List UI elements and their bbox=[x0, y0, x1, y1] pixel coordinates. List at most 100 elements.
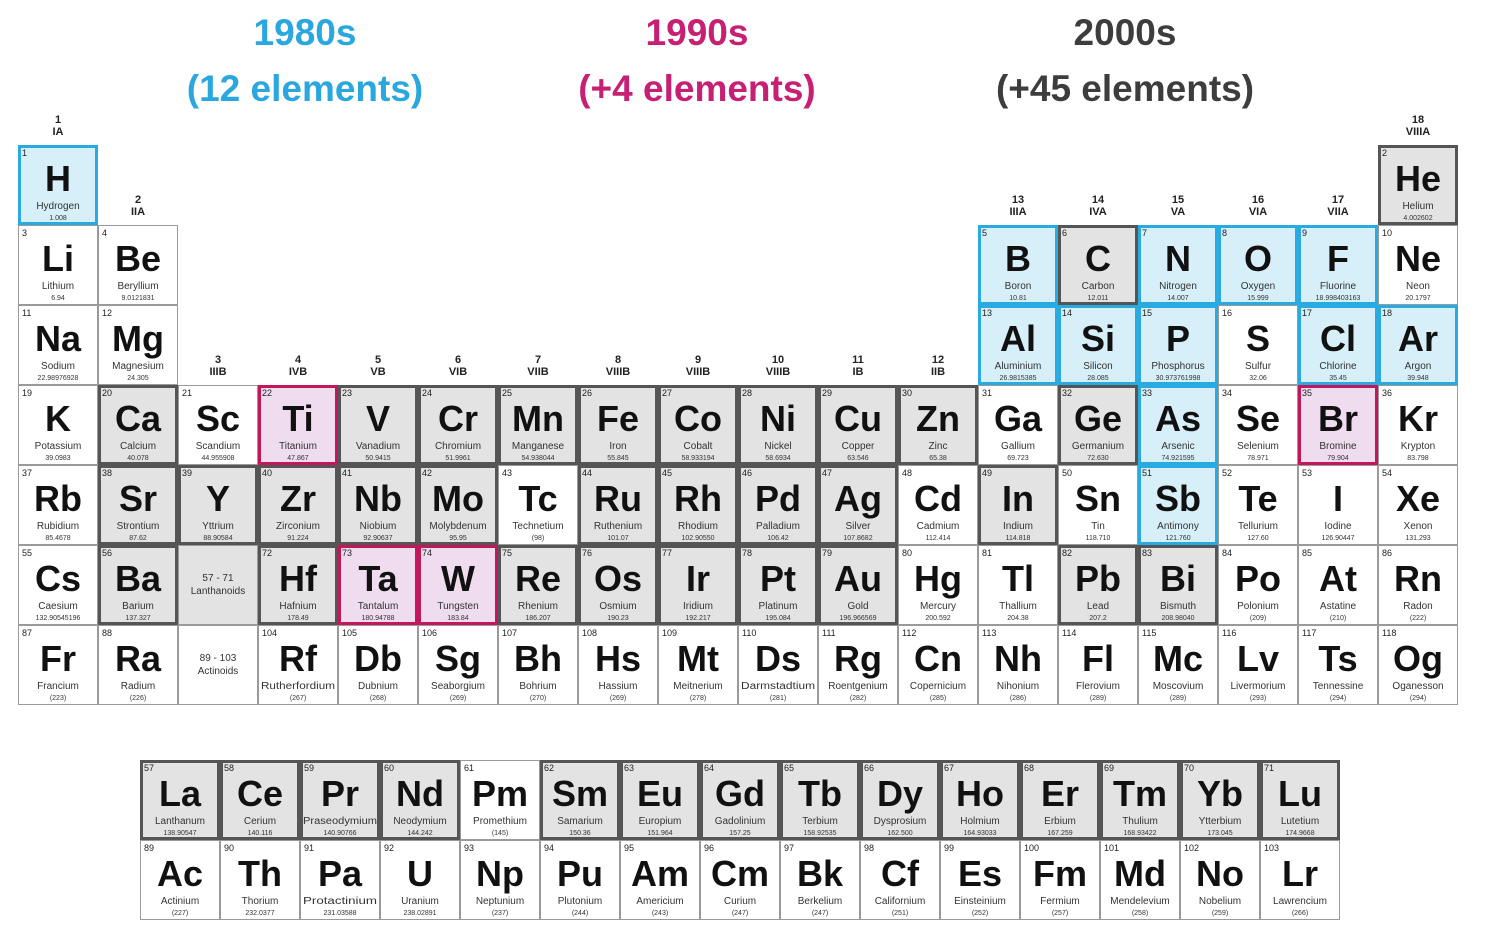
group-roman: VA bbox=[1171, 206, 1186, 218]
cell-box bbox=[1260, 760, 1340, 840]
atomic-mass: 164.93033 bbox=[963, 830, 996, 837]
atomic-mass: (294) bbox=[1410, 695, 1426, 702]
atomic-mass: (227) bbox=[172, 910, 188, 917]
element-name: Cerium bbox=[244, 816, 276, 827]
atomic-mass: 180.94788 bbox=[361, 615, 394, 622]
element-name: Lutetium bbox=[1281, 816, 1319, 827]
atomic-mass: (267) bbox=[290, 695, 306, 702]
atomic-mass: 140.116 bbox=[248, 830, 273, 837]
element-symbol: Ag bbox=[834, 478, 882, 519]
element-symbol: Ta bbox=[358, 558, 398, 599]
element-name: Neptunium bbox=[476, 896, 524, 907]
group-number: 17 bbox=[1332, 194, 1344, 206]
element-cell: 68 Er Erbium 167.259 bbox=[1020, 760, 1100, 840]
cell-box bbox=[1138, 385, 1218, 465]
element-symbol: Eu bbox=[637, 773, 683, 814]
atomic-mass: 51.9961 bbox=[445, 455, 470, 462]
element-symbol: Os bbox=[594, 558, 642, 599]
atomic-number: 12 bbox=[102, 308, 112, 318]
element-name: Rutherfordium bbox=[261, 681, 335, 692]
element-symbol: Be bbox=[115, 238, 161, 279]
element-name: Holmium bbox=[960, 816, 999, 827]
element-cell: 36 Kr Krypton 83.798 bbox=[1378, 385, 1458, 465]
element-name: Protactinium bbox=[303, 896, 377, 907]
cell-box bbox=[18, 545, 98, 625]
atomic-number: 22 bbox=[262, 388, 272, 398]
element-symbol: Ar bbox=[1398, 318, 1438, 359]
element-symbol: Nh bbox=[994, 638, 1042, 679]
element-name: Aluminium bbox=[995, 361, 1042, 372]
element-symbol: Rn bbox=[1394, 558, 1442, 599]
element-name: Titanium bbox=[279, 441, 317, 452]
element-symbol: P bbox=[1166, 318, 1190, 359]
atomic-mass: 6.94 bbox=[51, 295, 65, 302]
atomic-mass: 174.9668 bbox=[1285, 830, 1314, 837]
atomic-number: 24 bbox=[422, 388, 432, 398]
atomic-number: 4 bbox=[102, 228, 107, 238]
atomic-number: 33 bbox=[1142, 388, 1152, 398]
cell-box bbox=[98, 225, 178, 305]
element-name: Astatine bbox=[1320, 601, 1357, 612]
cell-box bbox=[1218, 465, 1298, 545]
atomic-number: 25 bbox=[502, 388, 512, 398]
element-name: Chromium bbox=[435, 441, 481, 452]
cell-box bbox=[578, 545, 658, 625]
element-cell: 19 K Potassium 39.0983 bbox=[18, 385, 98, 465]
element-symbol: Te bbox=[1238, 478, 1277, 519]
element-cell: 2 He Helium 4.002602 bbox=[1378, 145, 1458, 225]
atomic-mass: (269) bbox=[610, 695, 626, 702]
element-name: Promethium bbox=[473, 816, 527, 827]
cell-box bbox=[338, 545, 418, 625]
element-symbol: V bbox=[366, 398, 390, 439]
element-symbol: W bbox=[441, 558, 475, 599]
element-name: Oxygen bbox=[1241, 281, 1275, 292]
group-number: 3 bbox=[215, 354, 221, 366]
element-symbol: Cs bbox=[35, 558, 81, 599]
cell-box bbox=[1180, 760, 1260, 840]
element-symbol: Ir bbox=[686, 558, 710, 599]
atomic-mass: 50.9415 bbox=[365, 455, 390, 462]
element-symbol: Ne bbox=[1395, 238, 1441, 279]
atomic-number: 62 bbox=[544, 763, 554, 773]
element-name: Praseodymium bbox=[303, 816, 377, 827]
era-title: 1990s bbox=[646, 12, 749, 53]
atomic-number: 40 bbox=[262, 468, 272, 478]
element-symbol: Tm bbox=[1113, 773, 1167, 814]
element-symbol: Tl bbox=[1002, 558, 1034, 599]
cell-box bbox=[98, 625, 178, 705]
element-name: Tin bbox=[1091, 521, 1105, 532]
element-symbol: Rb bbox=[34, 478, 82, 519]
atomic-number: 57 bbox=[144, 763, 154, 773]
atomic-mass: 140.90766 bbox=[323, 830, 356, 837]
element-cell: 72 Hf Hafnium 178.49 bbox=[258, 545, 338, 625]
element-name: Livermorium bbox=[1230, 681, 1285, 692]
element-symbol: Ru bbox=[594, 478, 642, 519]
atomic-mass: 118.710 bbox=[1086, 535, 1111, 542]
cell-box bbox=[418, 545, 498, 625]
element-symbol: Pd bbox=[755, 478, 801, 519]
atomic-mass: 137.327 bbox=[125, 615, 150, 622]
element-name: Plutonium bbox=[558, 896, 602, 907]
element-symbol: F bbox=[1327, 238, 1349, 279]
cell-box bbox=[1138, 305, 1218, 385]
element-cell: 18 Ar Argon 39.948 bbox=[1378, 305, 1458, 385]
atomic-mass: 44.955908 bbox=[201, 455, 234, 462]
cell-box bbox=[380, 760, 460, 840]
atomic-number: 105 bbox=[342, 628, 357, 638]
cell-box bbox=[1378, 545, 1458, 625]
cell-box bbox=[1298, 225, 1378, 305]
group-number: 11 bbox=[852, 354, 864, 366]
element-symbol: Ts bbox=[1318, 638, 1357, 679]
atomic-mass: 112.414 bbox=[926, 535, 951, 542]
element-name: Radon bbox=[1403, 601, 1432, 612]
